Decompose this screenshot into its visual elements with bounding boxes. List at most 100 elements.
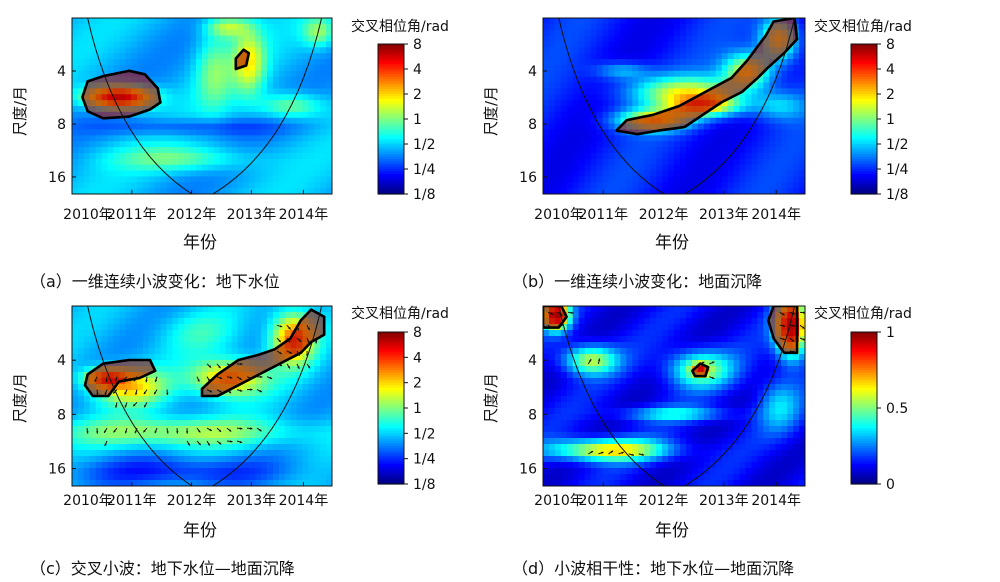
heatmap-cell	[148, 188, 156, 194]
colorbar-segment	[851, 81, 877, 85]
heatmap-cell	[302, 147, 309, 154]
heatmap-cell	[566, 82, 574, 89]
heatmap-cell	[626, 324, 633, 331]
heatmap-cell	[219, 106, 227, 113]
heatmap-cell	[620, 306, 627, 313]
heatmap-cell	[172, 450, 179, 457]
heatmap-cell	[249, 76, 256, 84]
heatmap-cell	[101, 53, 109, 60]
heatmap-cell	[543, 18, 550, 25]
heatmap-cell	[249, 64, 256, 72]
heatmap-cell	[543, 462, 550, 469]
heatmap-cell	[590, 135, 598, 142]
heatmap-cell	[679, 176, 687, 183]
heatmap-cell	[119, 462, 126, 469]
heatmap-cell	[284, 372, 292, 379]
heatmap-cell	[113, 188, 120, 194]
heatmap-cell	[602, 462, 610, 469]
heatmap-cell	[596, 106, 604, 113]
heatmap-cell	[596, 141, 604, 148]
heatmap-cell	[107, 306, 114, 313]
heatmap-cell	[608, 129, 616, 136]
heatmap-cell	[578, 384, 586, 391]
heatmap-cell	[154, 372, 162, 379]
colorbar-segment	[378, 56, 404, 60]
heatmap-cell	[626, 35, 633, 43]
heatmap-cell	[119, 336, 126, 343]
heatmap-cell	[578, 444, 586, 451]
heatmap-cell	[278, 402, 286, 409]
heatmap-cell	[160, 59, 168, 66]
heatmap-cell	[721, 23, 729, 31]
heatmap-cell	[95, 59, 103, 66]
heatmap-cell	[314, 384, 321, 391]
heatmap-cell	[578, 158, 586, 166]
heatmap-cell	[178, 123, 185, 131]
heatmap-cell	[668, 164, 675, 172]
colorbar-segment	[851, 114, 877, 118]
heatmap-cell	[231, 474, 239, 481]
heatmap-cell	[196, 100, 203, 107]
heatmap-cell	[638, 354, 645, 361]
heatmap-cell	[560, 41, 568, 48]
heatmap-cell	[578, 324, 586, 331]
heatmap-cell	[213, 35, 221, 43]
heatmap-cell	[638, 426, 645, 433]
heatmap-cell	[278, 330, 286, 337]
heatmap-cell	[626, 336, 633, 343]
heatmap-cell	[745, 35, 752, 43]
heatmap-cell	[308, 450, 315, 457]
heatmap-cell	[77, 468, 85, 475]
heatmap-cell	[626, 426, 633, 433]
heatmap-cell	[272, 23, 280, 31]
heatmap-cell	[602, 152, 610, 160]
heatmap-cell	[572, 76, 580, 84]
heatmap-cell	[101, 408, 109, 415]
heatmap-cell	[207, 59, 215, 66]
heatmap-cell	[154, 324, 162, 331]
heatmap-cell	[77, 64, 85, 72]
heatmap-cell	[543, 88, 550, 95]
heatmap-cell	[602, 396, 610, 403]
heatmap-cell	[578, 450, 586, 457]
heatmap-cell	[178, 182, 185, 189]
heatmap-cell	[548, 94, 556, 101]
colorbar-segment	[378, 159, 404, 163]
heatmap-cell	[190, 117, 197, 125]
heatmap-cell	[225, 462, 233, 469]
heatmap-cell	[554, 70, 562, 78]
heatmap-cell	[326, 468, 332, 475]
colorbar-segment	[851, 76, 877, 80]
heatmap-cell	[584, 330, 592, 337]
heatmap-cell	[125, 408, 132, 415]
heatmap-cell	[584, 117, 592, 125]
heatmap-cell	[326, 41, 332, 48]
heatmap-cell	[261, 480, 268, 486]
heatmap-cell	[638, 135, 645, 142]
heatmap-cell	[267, 158, 274, 166]
heatmap-cell	[644, 100, 651, 107]
heatmap-cell	[644, 88, 651, 95]
heatmap-cell	[267, 306, 274, 313]
heatmap-cell	[572, 135, 580, 142]
heatmap-cell	[119, 426, 126, 433]
heatmap-cell	[272, 426, 280, 433]
heatmap-cell	[554, 396, 562, 403]
heatmap-cell	[566, 135, 574, 142]
heatmap-cell	[638, 70, 645, 78]
heatmap-cell	[632, 188, 639, 194]
heatmap-cell	[314, 147, 321, 154]
heatmap-cell	[554, 450, 562, 457]
heatmap-cell	[225, 318, 233, 325]
heatmap-cell	[578, 456, 586, 463]
heatmap-cell	[296, 29, 304, 37]
heatmap-cell	[278, 444, 286, 451]
heatmap-cell	[602, 348, 610, 355]
heatmap-cell	[314, 59, 321, 66]
heatmap-cell	[566, 468, 574, 475]
heatmap-cell	[184, 378, 191, 385]
heatmap-cell	[255, 182, 262, 189]
heatmap-cell	[560, 188, 568, 194]
heatmap-cell	[131, 396, 138, 403]
